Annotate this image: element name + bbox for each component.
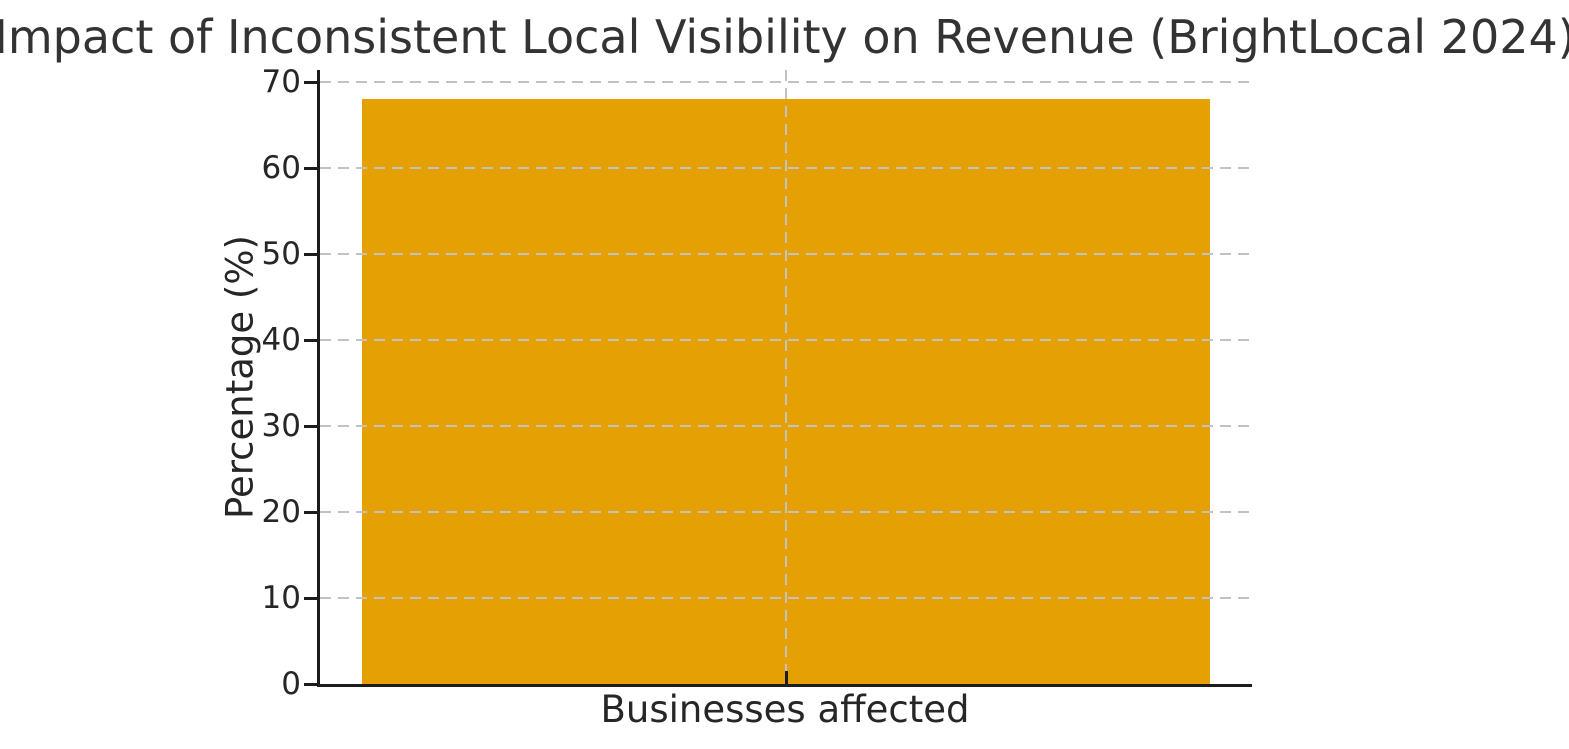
y-tick-mark-30 xyxy=(304,424,320,428)
y-tick-label-10: 10 xyxy=(261,580,301,616)
y-tick-mark-40 xyxy=(304,338,320,342)
chart-title: Impact of Inconsistent Local Visibility … xyxy=(0,10,1569,64)
y-axis-spine xyxy=(317,70,320,687)
y-tick-label-50: 50 xyxy=(261,236,301,273)
y-tick-label-70: 70 xyxy=(261,64,301,101)
y-tick-mark-50 xyxy=(304,252,320,256)
y-tick-mark-20 xyxy=(304,510,320,514)
y-tick-mark-0 xyxy=(304,682,320,686)
y-tick-mark-70 xyxy=(304,80,320,84)
x-axis-spine xyxy=(317,684,1252,687)
y-tick-labels: 0 10 20 30 40 50 60 70 xyxy=(0,0,301,749)
x-tick-label: Businesses affected xyxy=(600,688,970,731)
y-tick-label-30: 30 xyxy=(261,408,301,445)
y-tick-label-20: 20 xyxy=(261,494,301,530)
y-tick-label-0: 0 xyxy=(281,666,301,702)
x-tick-mark-0 xyxy=(784,671,788,684)
y-tick-label-40: 40 xyxy=(261,322,301,359)
v-gridline-0 xyxy=(785,70,787,684)
y-tick-label-60: 60 xyxy=(261,150,301,187)
plot-area xyxy=(304,70,1252,686)
y-tick-mark-10 xyxy=(304,596,320,600)
y-tick-mark-60 xyxy=(304,166,320,170)
